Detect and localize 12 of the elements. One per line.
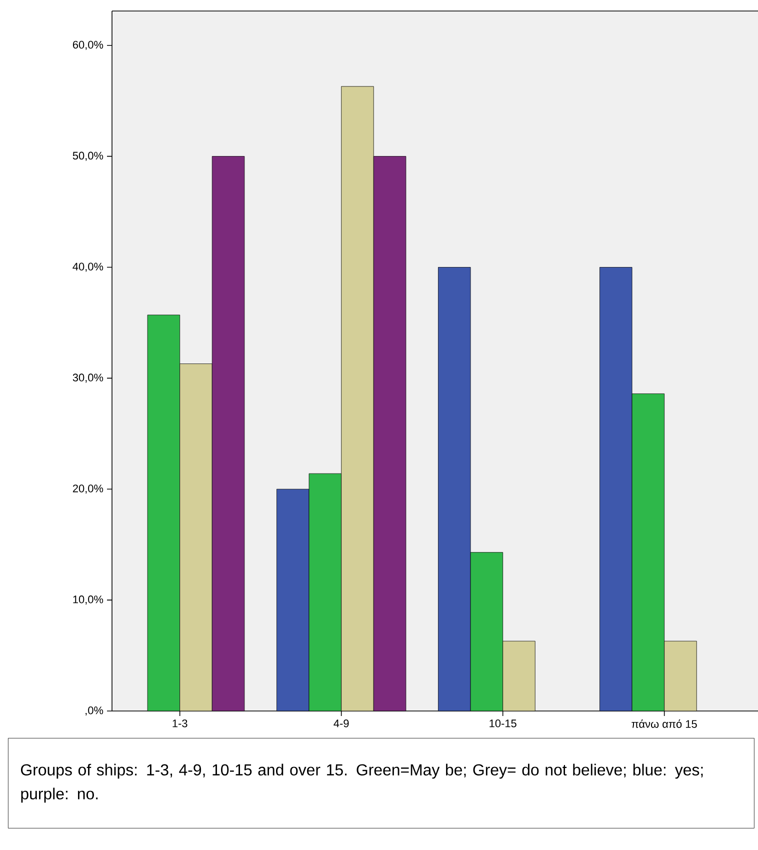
x-tick-label: πάνω από 15: [632, 720, 697, 728]
y-tick-label: 10,0%: [73, 596, 104, 605]
x-tick-label: 4-9: [334, 720, 349, 728]
x-tick-label: 10-15: [490, 720, 516, 728]
x-tick-label: 1-3: [172, 720, 188, 728]
y-tick-label: 30,0%: [72, 374, 104, 383]
y-tick-label: 50,0%: [72, 152, 104, 161]
y-tick-label: 40,0%: [72, 262, 104, 272]
y-tick-label: ,0%: [86, 706, 104, 716]
text: Groups of ships: 1-3, 4-9, 10-15 and over 15. Green=May be; Grey= do not believe; blue: yes; purple: no.: [20, 764, 703, 803]
y-tick-label: 60,0%: [72, 40, 104, 50]
y-tick-label: 20,0%: [72, 484, 104, 494]
